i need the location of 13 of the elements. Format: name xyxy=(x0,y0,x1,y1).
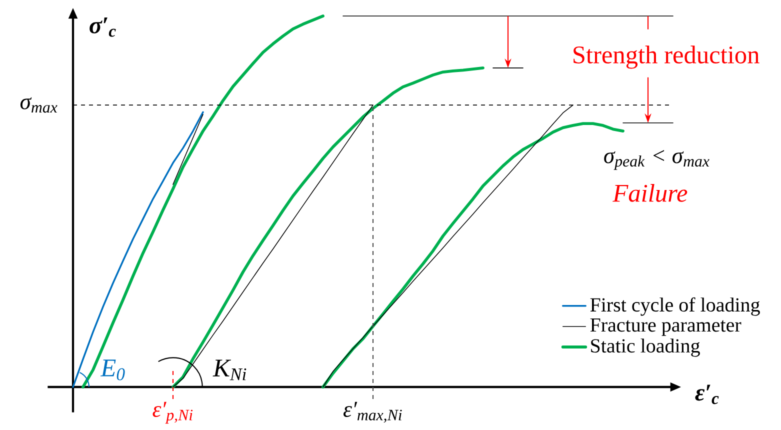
x-tick-label: ε′$_{max,Ni}$ xyxy=(344,402,402,423)
y-axis-title: σ′$_{c}$ xyxy=(90,17,116,37)
x-axis-title: ε′$_{c}$ xyxy=(695,384,719,404)
ref-line-label: σ$_{max}$ xyxy=(20,97,58,113)
annotation: E$_{0}$ xyxy=(100,360,125,380)
annotation: Failure xyxy=(612,184,688,202)
annotation: K$_{Ni}$ xyxy=(212,360,246,380)
annotation: σ$_{peak}$ < σ$_{max}$ xyxy=(604,150,710,170)
legend-label: First cycle of loading xyxy=(590,297,760,316)
legend-label: Static loading xyxy=(591,338,700,357)
legend-label: Fracture parameter xyxy=(590,318,742,336)
annotation: Strength reduction xyxy=(574,46,760,69)
x-tick-label: ε′$_{p,Ni}$ xyxy=(152,402,193,424)
